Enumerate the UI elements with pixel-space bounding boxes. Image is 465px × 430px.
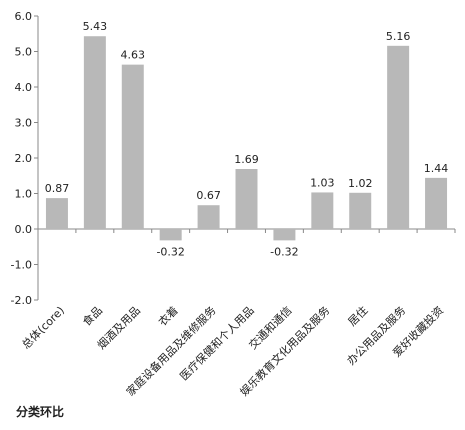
y-tick-label: 6.0 — [15, 10, 33, 23]
y-tick-label: 1.0 — [15, 188, 33, 201]
bar — [45, 198, 68, 229]
value-label: -0.32 — [270, 245, 298, 258]
bar — [159, 229, 182, 241]
value-label: -0.32 — [156, 245, 184, 258]
bar — [83, 36, 106, 229]
y-tick-label: 2.0 — [15, 152, 33, 165]
y-axis-ticks: -2.0 -1.0 0.0 1.0 2.0 3.0 4.0 5.0 6.0 — [11, 10, 38, 307]
value-label: 0.87 — [45, 182, 70, 195]
chart-bars — [45, 36, 448, 241]
value-label: 0.67 — [196, 189, 221, 202]
category-label: 食品 — [80, 303, 105, 328]
value-labels: 0.87 5.43 4.63 -0.32 0.67 1.69 -0.32 1.03 1.02 5.… — [45, 20, 449, 258]
category-label: 总体(core) — [19, 303, 67, 351]
y-tick-label: 4.0 — [15, 81, 33, 94]
bar — [311, 192, 334, 229]
bar — [273, 229, 296, 241]
y-tick-label: 0.0 — [15, 223, 33, 236]
category-label: 医疗保健和个人用品 — [177, 303, 257, 383]
y-tick-label: 3.0 — [15, 117, 33, 130]
category-label: 居住 — [345, 303, 370, 328]
category-label: 衣着 — [155, 303, 180, 328]
value-label: 1.44 — [424, 162, 449, 175]
value-label: 5.16 — [386, 30, 411, 43]
value-label: 1.69 — [234, 153, 259, 166]
value-label: 4.63 — [121, 49, 146, 62]
chart-footer-label: 分类环比 — [16, 405, 65, 419]
value-label: 5.43 — [83, 20, 108, 33]
bar — [197, 205, 220, 229]
bar — [235, 169, 258, 229]
bar — [387, 45, 410, 229]
value-label: 1.02 — [348, 177, 373, 190]
bar — [349, 192, 372, 229]
bar — [121, 64, 144, 229]
bar — [425, 177, 448, 229]
y-tick-label: -2.0 — [11, 294, 32, 307]
y-tick-label: 5.0 — [15, 46, 33, 59]
y-tick-label: -1.0 — [11, 259, 32, 272]
value-label: 1.03 — [310, 176, 335, 189]
